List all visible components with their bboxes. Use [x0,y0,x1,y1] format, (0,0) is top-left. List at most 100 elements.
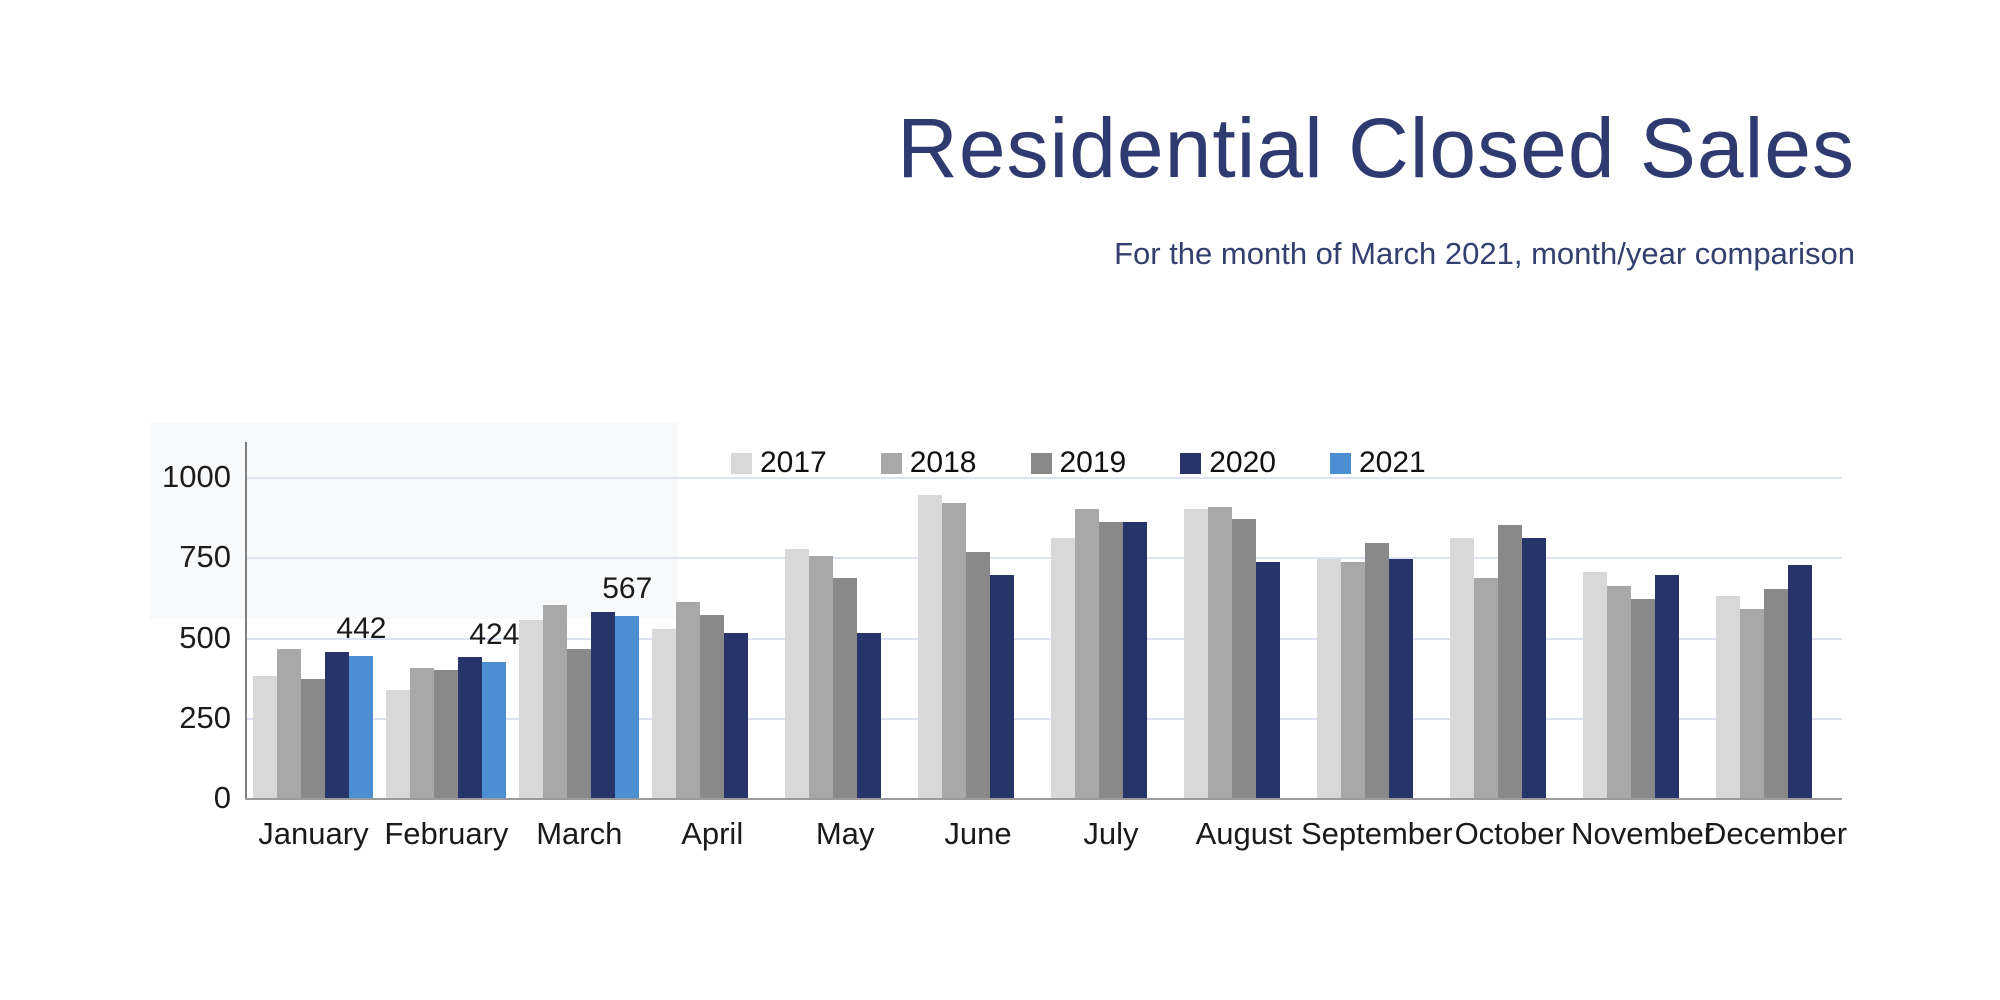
bar-2017-august [1183,509,1208,798]
legend-item-2017: 2017 [731,446,827,480]
bar-2018-june [942,503,967,798]
y-tick-label-750: 750 [179,539,231,575]
bar-slot-2019-august [1231,442,1256,798]
bar-slot-2021-may [881,442,905,798]
bar-slot-2017-november [1582,442,1607,798]
gridline-1000 [247,477,1842,479]
legend-label-2020: 2020 [1209,446,1276,479]
bar-slot-2017-september [1316,442,1341,798]
legend-item-2019: 2019 [1030,446,1127,480]
x-axis-label-may: May [815,816,875,851]
bar-group-december [1709,442,1842,798]
bar-slot-2017-may [785,442,810,798]
bar-2021-february [482,662,507,798]
legend-swatch-2020 [1180,452,1202,474]
bar-slot-2021-june [1014,442,1038,798]
legend-item-2020: 2020 [1180,446,1276,480]
bar-slot-2021-july [1147,442,1171,798]
bar-2019-october [1497,525,1522,798]
bar-2018-january [277,649,302,798]
bar-slot-2020-july [1122,442,1147,798]
bar-slot-2018-may [809,442,834,798]
x-axis-label-february: February [384,816,509,851]
legend-item-2021: 2021 [1330,446,1426,480]
bar-slot-2018-april [676,442,701,798]
bar-2018-november [1606,586,1631,798]
bar-slot-2018-october [1473,442,1498,798]
bar-group-february: 424 [380,442,519,798]
bar-2017-november [1582,572,1607,798]
bar-slot-2020-december [1787,442,1812,798]
bar-2017-march [519,620,544,798]
x-axis-label-december: December [1704,816,1848,851]
chart-subtitle: For the month of March 2021, month/year … [1114,236,1855,271]
bar-2019-january [301,679,326,798]
legend-swatch-2018 [880,452,902,474]
bar-slot-2017-january [253,442,278,798]
bar-2019-june [966,552,991,798]
bar-2018-december [1739,609,1764,798]
x-axis-line [245,798,1842,800]
bar-slot-2019-september [1364,442,1389,798]
bar-slot-2019-may [833,442,858,798]
x-axis-label-october: October [1454,816,1565,851]
bar-slot-2019-december [1763,442,1788,798]
bar-slot-2018-february [410,442,435,798]
chart-legend: 2017 2018 2019 2020 2021 [731,446,1426,480]
bar-2020-april [724,633,749,798]
bar-group-may [779,442,912,798]
legend-label-2018: 2018 [909,446,977,479]
bar-slot-2020-september [1388,442,1413,798]
y-tick-label-1000: 1000 [162,459,231,494]
bar-slot-2017-august [1183,442,1208,798]
x-axis-label-june: June [944,816,1012,851]
bar-2018-july [1074,509,1099,798]
bar-2019-november [1630,599,1655,798]
legend-swatch-2017 [731,452,752,474]
bar-2018-april [676,602,701,798]
x-axis-label-november: November [1571,816,1715,851]
legend-swatch-2019 [1030,452,1052,474]
bar-2018-september [1340,562,1365,798]
data-label-2021-january: 442 [336,612,387,645]
x-axis-label-april: April [681,816,744,851]
legend-label-2019: 2019 [1059,446,1127,479]
bar-slot-2019-july [1098,442,1123,798]
bar-2020-november [1654,575,1679,798]
bar-slot-2018-november [1606,442,1631,798]
plot-area: 0 250 500 750 1000 442 January 424 February 567 Ma… [162,442,1847,851]
bar-2018-march [543,605,568,798]
bar-slot-2020-november [1654,442,1679,798]
bar-2017-february [386,690,411,798]
bar-2020-february [458,657,483,798]
bar-2017-december [1715,596,1740,798]
chart-title: Residential Closed Sales [897,101,1855,195]
bar-2017-july [1050,538,1075,798]
bar-2019-february [434,670,459,798]
bar-slot-2019-june [966,442,991,798]
bar-slot-2021-november [1679,442,1703,798]
bar-2021-march [615,616,640,798]
bar-2018-august [1207,507,1232,798]
bar-2019-september [1364,543,1389,798]
bar-slot-2017-july [1050,442,1075,798]
chart-backdrop [150,423,678,619]
bar-2021-january [349,656,374,798]
bar-slot-2019-november [1630,442,1655,798]
bar-slot-2020-june [990,442,1015,798]
bar-2017-september [1316,559,1341,798]
bar-2019-august [1231,519,1256,798]
bar-slot-2020-january [325,442,350,798]
bar-2018-october [1473,578,1498,798]
bar-slot-2020-april [724,442,749,798]
y-tick-label-500: 500 [179,619,231,655]
bar-group-september [1310,442,1443,798]
x-axis-label-january: January [258,816,369,851]
gridline-500 [247,637,1842,640]
bar-2019-april [700,615,725,798]
bar-slot-2018-june [942,442,967,798]
x-axis-label-september: September [1300,816,1453,851]
bar-slot-2018-september [1340,442,1365,798]
bar-2017-june [918,495,943,798]
bar-slot-2021-january: 442 [336,442,386,798]
